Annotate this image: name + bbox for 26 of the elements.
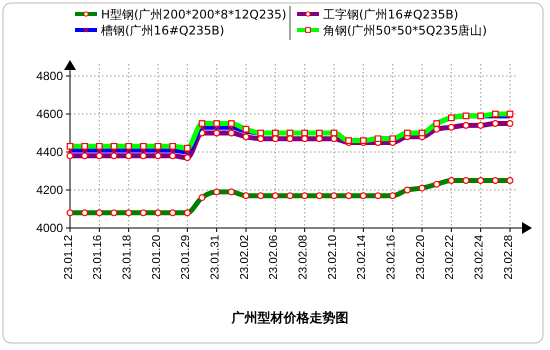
y-tick-label: 4000 <box>36 220 64 235</box>
legend-label: 角钢(广州50*50*5Q235唐山) <box>323 24 487 38</box>
x-tick-label: 23.01.20 <box>150 234 163 280</box>
x-tick-label: 23.01.16 <box>92 234 104 280</box>
x-tick-label: 23.02.06 <box>268 234 280 280</box>
x-tick-label: 23.01.12 <box>62 234 75 280</box>
text: 广州型材价格走势图 <box>230 310 348 326</box>
y-tick-label: 4800 <box>36 68 64 83</box>
x-tick-label: 23.01.31 <box>209 234 222 280</box>
x-tick-label: 23.02.24 <box>473 234 486 280</box>
x-tick-label: 23.01.18 <box>121 234 134 280</box>
x-tick-label: 23.02.10 <box>326 234 339 280</box>
legend-label: 工字钢(广州16#Q235B) <box>323 8 458 22</box>
legend-label: H型钢(广州200*200*8*12Q235) <box>101 8 286 22</box>
legend-label: 槽钢(广州16#Q235B) <box>101 24 224 38</box>
y-tick-label: 4400 <box>36 144 64 159</box>
y-tick-label: 4600 <box>36 106 64 121</box>
y-tick-label: 4200 <box>36 182 64 197</box>
x-tick-label: 23.02.16 <box>385 234 398 280</box>
x-tick-label: 23.02.28 <box>502 234 515 280</box>
x-tick-label: 23.02.20 <box>414 234 427 280</box>
x-tick-label: 23.01.29 <box>180 234 192 280</box>
x-tick-label: 23.02.02 <box>238 234 251 280</box>
x-tick-label: 23.02.08 <box>297 234 310 280</box>
x-tick-label: 23.02.14 <box>356 234 368 280</box>
x-tick-label: 23.02.22 <box>444 234 456 280</box>
